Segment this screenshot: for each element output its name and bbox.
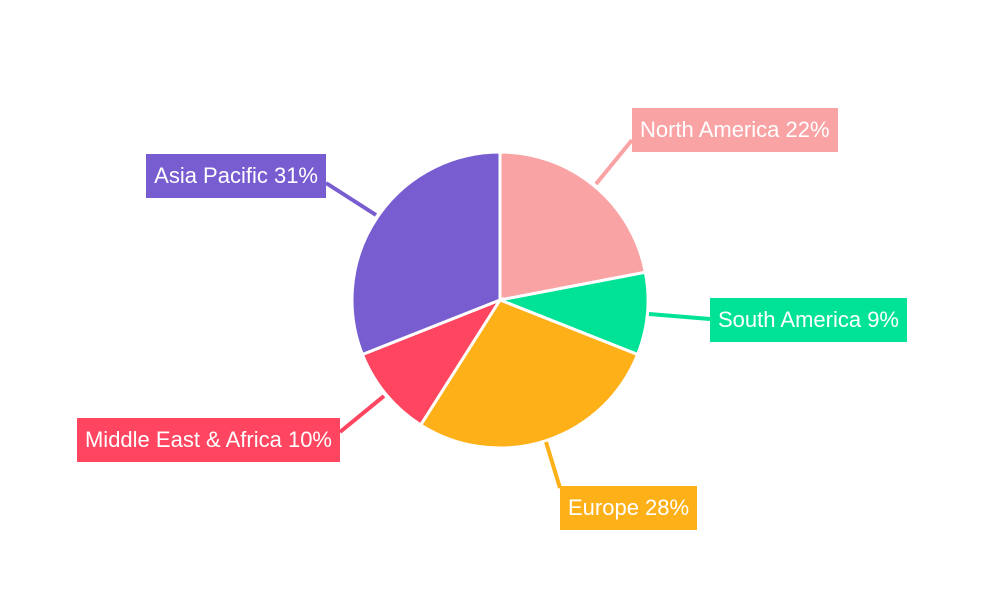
data-label: South America 9%	[710, 298, 907, 342]
data-label: North America 22%	[632, 108, 838, 152]
pie-slice-south-america[interactable]	[494, 270, 650, 357]
data-label: Europe 28%	[560, 486, 698, 530]
leader-line	[544, 441, 562, 489]
data-label: Middle East & Africa 10%	[76, 418, 340, 462]
leader-line	[594, 138, 634, 186]
leader-line	[648, 312, 711, 321]
pie-slice-europe[interactable]	[418, 298, 640, 450]
data-label: Asia Pacific 31%	[146, 154, 326, 198]
pie-slice-north-america[interactable]	[498, 150, 648, 302]
pie-slice-middle-east-africa[interactable]	[360, 296, 504, 428]
leader-line	[338, 394, 386, 434]
leader-line	[324, 181, 378, 217]
pie-slice-asia-pacific[interactable]	[350, 150, 502, 357]
